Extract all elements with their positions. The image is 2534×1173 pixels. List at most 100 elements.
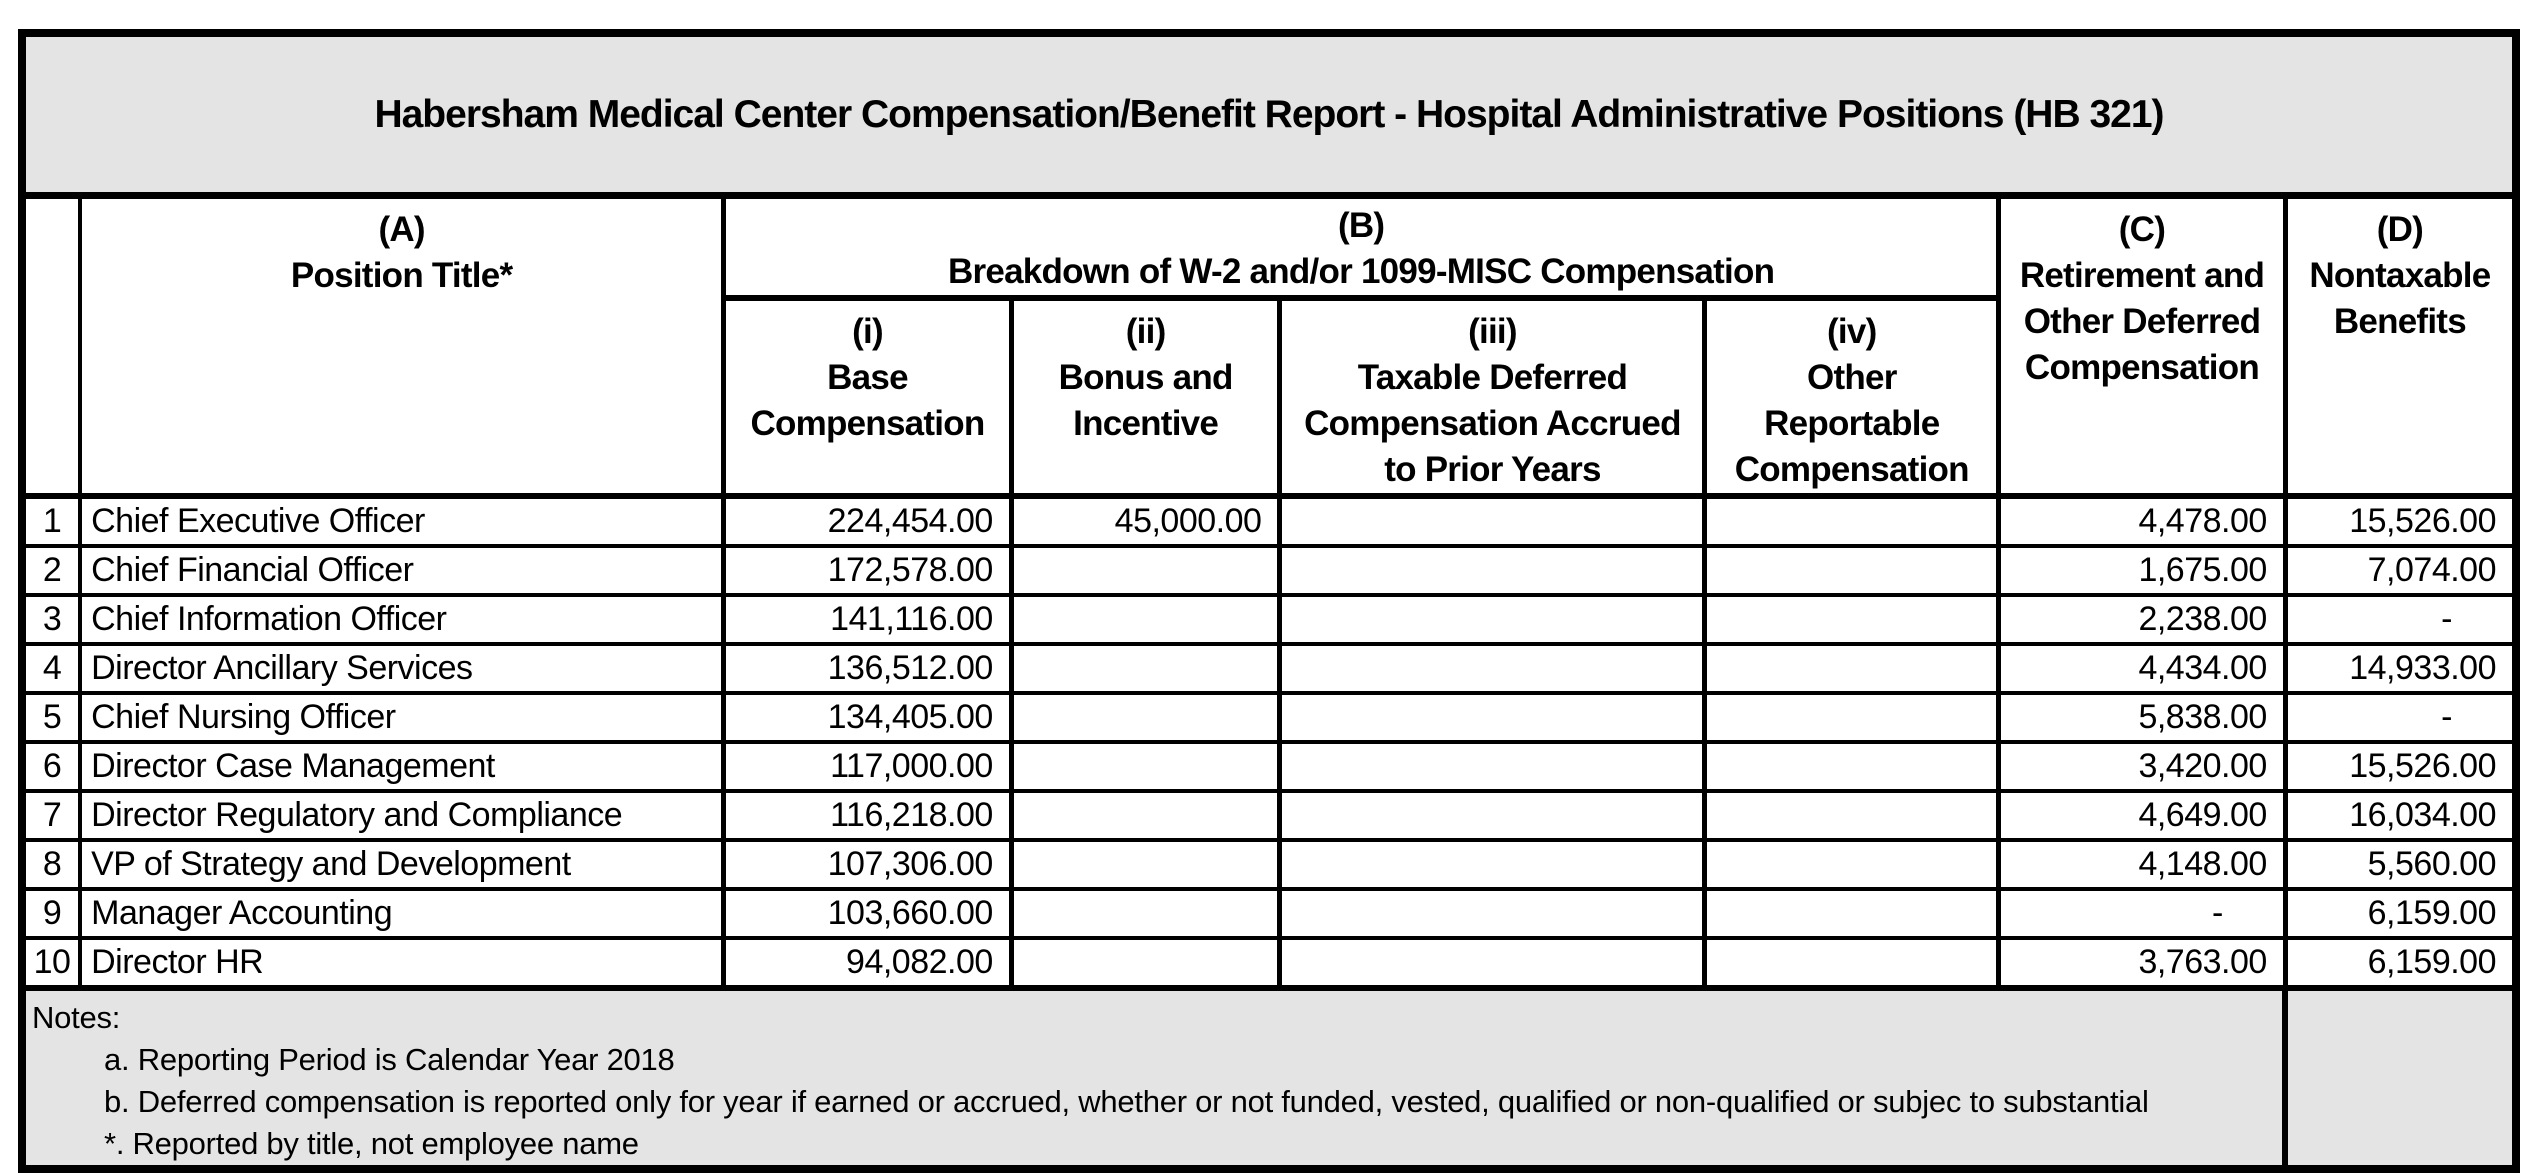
bonus-incentive-cell [1011,546,1283,597]
position-title-cell: Manager Accounting [80,889,727,940]
header-col-b-ii: (ii) Bonus and Incentive [1011,298,1283,499]
header-row-sub: (i) Base Compensation (ii) Bonus and Inc… [22,298,2516,499]
row-number-cell: 6 [22,742,83,793]
retirement-deferred-cell: 5,838.00 [1998,693,2288,744]
taxable-deferred-cell [1279,889,1708,940]
taxable-deferred-cell [1279,938,1708,990]
row-number-cell: 9 [22,889,83,940]
notes-band: Notes: a. Reporting Period is Calendar Y… [22,985,2516,1169]
retirement-deferred-cell: 4,148.00 [1998,840,2288,891]
taxable-deferred-cell [1279,644,1708,695]
header-row-top: (A) Position Title* (B) Breakdown of W-2… [22,195,2516,499]
other-reportable-cell [1704,546,2002,597]
base-compensation-cell: 172,578.00 [723,546,1014,597]
other-reportable-cell [1704,496,2002,548]
taxable-deferred-cell [1279,496,1708,548]
retirement-deferred-cell: 2,238.00 [1998,595,2288,646]
position-title-cell: Chief Financial Officer [80,546,727,597]
row-number-cell: 2 [22,546,83,597]
row-number-cell: 3 [22,595,83,646]
nontaxable-benefits-cell: - [2285,693,2516,744]
header-col-a: (A) Position Title* [80,195,727,499]
bonus-incentive-cell: 45,000.00 [1011,496,1283,548]
base-compensation-cell: 134,405.00 [723,693,1014,744]
table-row: 10 Director HR 94,082.00 3,763.00 6,159.… [22,938,2516,990]
position-title-cell: VP of Strategy and Development [80,840,727,891]
other-reportable-cell [1704,742,2002,793]
base-compensation-cell: 117,000.00 [723,742,1014,793]
header-col-c: (C) Retirement and Other Deferred Compen… [1998,195,2288,499]
base-compensation-cell: 136,512.00 [723,644,1014,695]
position-title-cell: Director Regulatory and Compliance [80,791,727,842]
other-reportable-cell [1704,889,2002,940]
title-band: Habersham Medical Center Compensation/Be… [22,33,2516,199]
table-row: 5 Chief Nursing Officer 134,405.00 5,838… [22,693,2516,744]
taxable-deferred-cell [1279,742,1708,793]
taxable-deferred-cell [1279,840,1708,891]
taxable-deferred-cell [1279,546,1708,597]
other-reportable-cell [1704,840,2002,891]
other-reportable-cell [1704,938,2002,990]
table-row: 4 Director Ancillary Services 136,512.00… [22,644,2516,695]
report-title: Habersham Medical Center Compensation/Be… [22,33,2516,199]
nontaxable-benefits-cell: 5,560.00 [2285,840,2516,891]
other-reportable-cell [1704,595,2002,646]
nontaxable-benefits-cell: 16,034.00 [2285,791,2516,842]
nontaxable-benefits-cell: 15,526.00 [2285,742,2516,793]
other-reportable-cell [1704,644,2002,695]
row-number-cell: 4 [22,644,83,695]
note-item-asterisk: *. Reported by title, not employee name [104,1126,639,1161]
bonus-incentive-cell [1011,595,1283,646]
base-compensation-cell: 94,082.00 [723,938,1014,990]
table-row: 3 Chief Information Officer 141,116.00 2… [22,595,2516,646]
nontaxable-benefits-cell: 6,159.00 [2285,889,2516,940]
row-number-cell: 10 [22,938,83,990]
header-col-b: (B) Breakdown of W-2 and/or 1099-MISC Co… [723,195,2002,301]
table-row: 8 VP of Strategy and Development 107,306… [22,840,2516,891]
notes-cell: Notes: a. Reporting Period is Calendar Y… [22,985,2289,1169]
retirement-deferred-cell: 4,478.00 [1998,496,2288,548]
note-item-b: b. Deferred compensation is reported onl… [104,1084,2149,1119]
header-col-b-iv: (iv) Other Reportable Compensation [1704,298,2002,499]
table-row: 9 Manager Accounting 103,660.00 - 6,159.… [22,889,2516,940]
note-item-a: a. Reporting Period is Calendar Year 201… [104,1042,675,1077]
taxable-deferred-cell [1279,693,1708,744]
header-col-b-iii: (iii) Taxable Deferred Compensation Accr… [1279,298,1708,499]
nontaxable-benefits-cell: 7,074.00 [2285,546,2516,597]
base-compensation-cell: 103,660.00 [723,889,1014,940]
bonus-incentive-cell [1011,742,1283,793]
taxable-deferred-cell [1279,791,1708,842]
bonus-incentive-cell [1011,644,1283,695]
position-title-cell: Director Ancillary Services [80,644,727,695]
nontaxable-benefits-cell: 15,526.00 [2285,496,2516,548]
header-col-d: (D) Nontaxable Benefits [2285,195,2516,499]
table-row: 2 Chief Financial Officer 172,578.00 1,6… [22,546,2516,597]
row-number-cell: 5 [22,693,83,744]
bonus-incentive-cell [1011,889,1283,940]
table-row: 1 Chief Executive Officer 224,454.00 45,… [22,496,2516,548]
compensation-report-table: Habersham Medical Center Compensation/Be… [18,29,2520,1173]
retirement-deferred-cell: - [1998,889,2288,940]
base-compensation-cell: 224,454.00 [723,496,1014,548]
base-compensation-cell: 107,306.00 [723,840,1014,891]
header-col-b-i: (i) Base Compensation [723,298,1014,499]
nontaxable-benefits-cell: 6,159.00 [2285,938,2516,990]
header-row-number-cell [22,195,83,499]
notes-right-empty-cell [2285,985,2516,1169]
table-row: 7 Director Regulatory and Compliance 116… [22,791,2516,842]
other-reportable-cell [1704,791,2002,842]
base-compensation-cell: 116,218.00 [723,791,1014,842]
row-number-cell: 1 [22,496,83,548]
table-row: 6 Director Case Management 117,000.00 3,… [22,742,2516,793]
nontaxable-benefits-cell: 14,933.00 [2285,644,2516,695]
position-title-cell: Chief Executive Officer [80,496,727,548]
notes-label: Notes: [32,1000,121,1035]
position-title-cell: Director Case Management [80,742,727,793]
bonus-incentive-cell [1011,840,1283,891]
position-title-cell: Chief Nursing Officer [80,693,727,744]
row-number-cell: 8 [22,840,83,891]
taxable-deferred-cell [1279,595,1708,646]
nontaxable-benefits-cell: - [2285,595,2516,646]
retirement-deferred-cell: 3,763.00 [1998,938,2288,990]
position-title-cell: Director HR [80,938,727,990]
